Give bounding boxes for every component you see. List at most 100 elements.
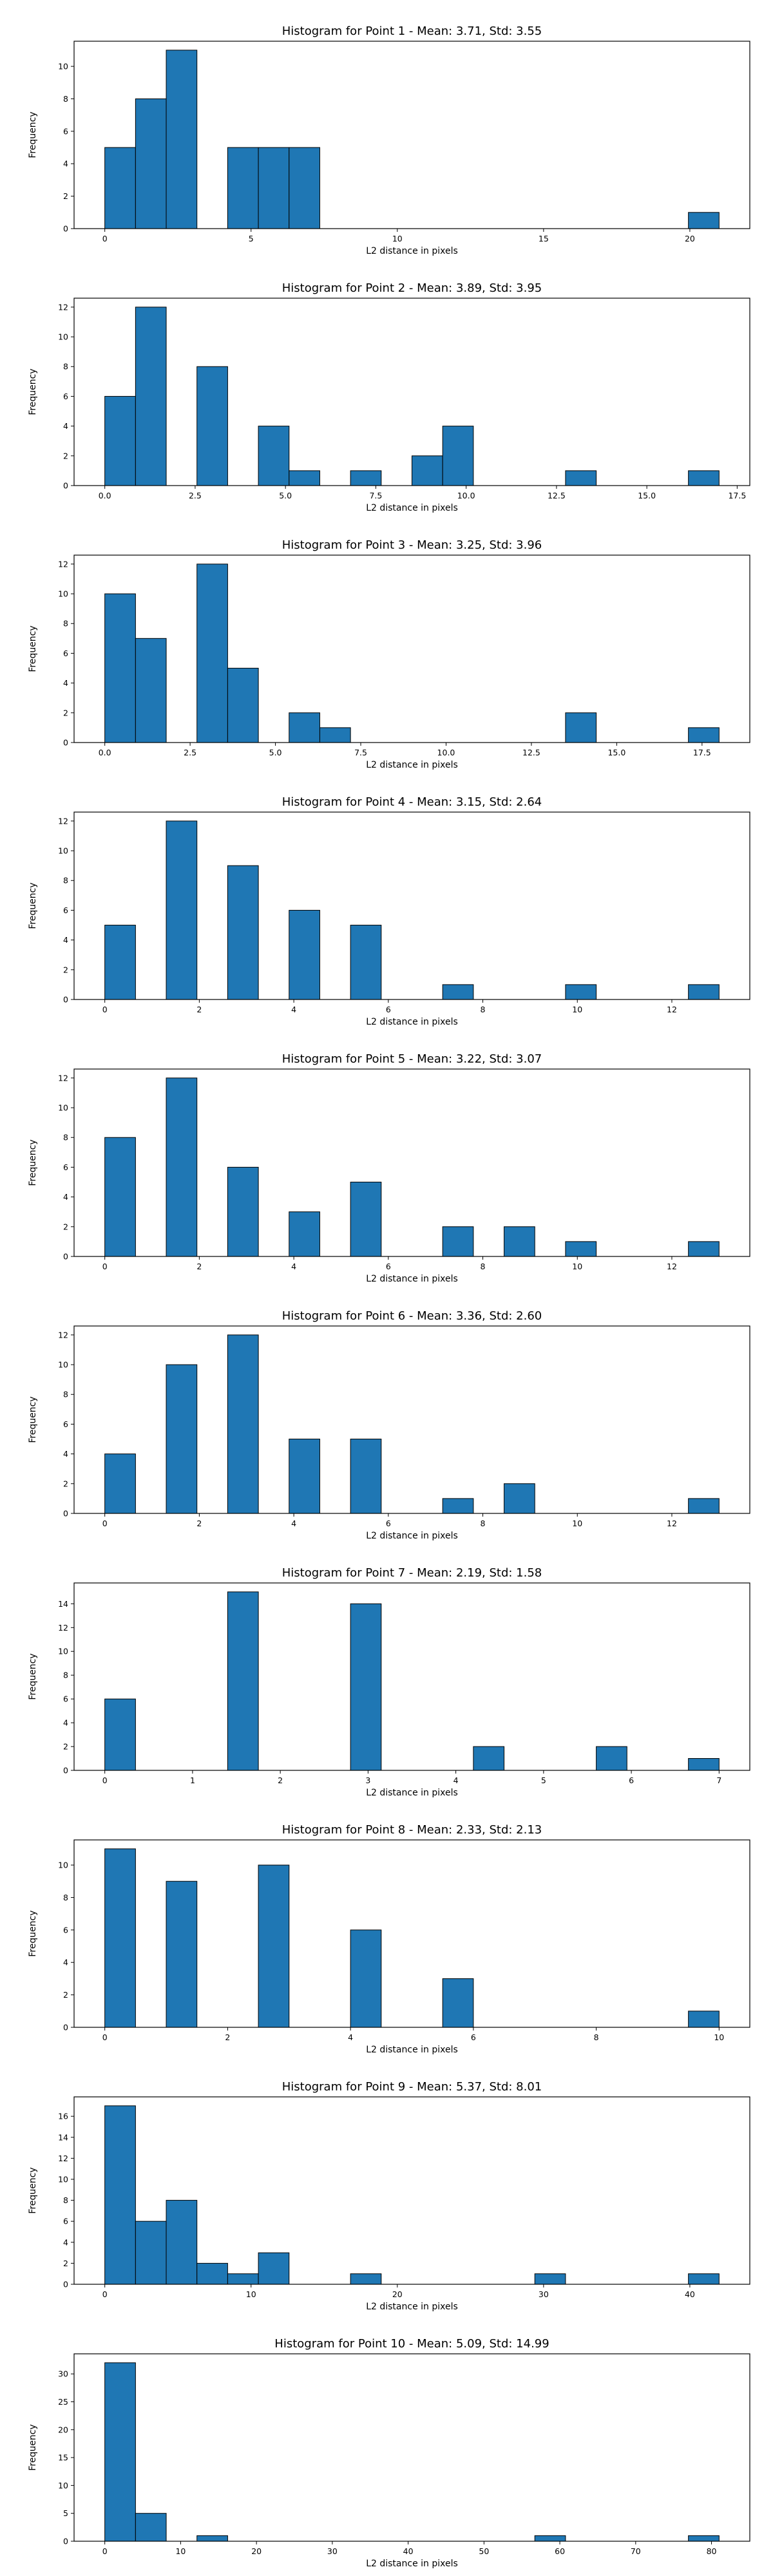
histogram-bar bbox=[350, 1603, 382, 1771]
y-tick-label: 10 bbox=[58, 2174, 68, 2184]
histogram-bar bbox=[319, 727, 351, 743]
y-tick-label: 10 bbox=[58, 332, 68, 342]
histogram-bar bbox=[289, 147, 320, 229]
x-tick-label: 6 bbox=[386, 1262, 391, 1271]
x-tick-label: 12.5 bbox=[522, 748, 540, 757]
x-tick-label: 40 bbox=[685, 2289, 695, 2299]
x-axis-label: L2 distance in pixels bbox=[366, 2302, 458, 2312]
histogram-bar bbox=[442, 1498, 474, 1514]
x-tick-label: 8 bbox=[481, 1519, 486, 1528]
y-tick-label: 2 bbox=[63, 1479, 68, 1488]
chart-title: Histogram for Point 2 - Mean: 3.89, Std:… bbox=[282, 281, 542, 295]
histogram-bar bbox=[227, 147, 259, 229]
y-tick-label: 4 bbox=[63, 421, 68, 431]
x-tick-label: 20 bbox=[685, 234, 695, 243]
x-tick-label: 10 bbox=[572, 1262, 582, 1271]
x-tick-label: 80 bbox=[707, 2546, 717, 2556]
y-tick-label: 20 bbox=[58, 2425, 68, 2434]
histogram-bar bbox=[104, 1848, 136, 2028]
histogram-panel-2: Histogram for Point 2 - Mean: 3.89, Std:… bbox=[28, 281, 750, 513]
x-tick-label: 40 bbox=[403, 2546, 414, 2556]
x-tick-label: 20 bbox=[251, 2546, 262, 2556]
x-tick-label: 20 bbox=[392, 2289, 403, 2299]
histogram-bar bbox=[104, 395, 136, 486]
y-tick-label: 8 bbox=[63, 362, 68, 372]
x-tick-label: 10 bbox=[572, 1519, 582, 1528]
histogram-bar bbox=[196, 564, 228, 743]
histogram-bar bbox=[104, 2362, 136, 2542]
x-tick-label: 5.0 bbox=[269, 748, 282, 757]
histogram-bar bbox=[289, 470, 320, 486]
x-tick-label: 6 bbox=[386, 1005, 391, 1014]
histogram-bar bbox=[196, 2262, 228, 2285]
histogram-bar bbox=[166, 1880, 198, 2028]
x-tick-label: 7.5 bbox=[354, 748, 367, 757]
x-axis-label: L2 distance in pixels bbox=[366, 2045, 458, 2055]
x-tick-label: 2 bbox=[196, 1262, 202, 1271]
histogram-bar bbox=[688, 2011, 720, 2028]
y-tick-label: 10 bbox=[58, 1103, 68, 1113]
histogram-bar bbox=[350, 2273, 382, 2285]
y-tick-label: 2 bbox=[63, 1742, 68, 1752]
histogram-bar bbox=[534, 2273, 566, 2285]
x-tick-label: 10 bbox=[714, 2032, 724, 2042]
x-axis-label: L2 distance in pixels bbox=[366, 1017, 458, 1027]
chart-title: Histogram for Point 5 - Mean: 3.22, Std:… bbox=[282, 1052, 542, 1066]
y-tick-label: 12 bbox=[58, 302, 68, 312]
y-tick-label: 10 bbox=[58, 1647, 68, 1656]
y-tick-label: 5 bbox=[63, 2508, 68, 2518]
y-tick-label: 12 bbox=[58, 1073, 68, 1083]
histogram-bar bbox=[565, 470, 597, 486]
x-tick-label: 0 bbox=[102, 234, 108, 243]
y-tick-label: 2 bbox=[63, 451, 68, 460]
histogram-bar bbox=[166, 2200, 198, 2285]
histogram-bar bbox=[227, 1166, 259, 1257]
histogram-bar bbox=[166, 1077, 198, 1257]
histogram-panel-8: Histogram for Point 8 - Mean: 2.33, Std:… bbox=[28, 1823, 750, 2055]
histogram-bar bbox=[442, 1226, 474, 1257]
y-tick-label: 4 bbox=[63, 1718, 68, 1728]
y-tick-label: 12 bbox=[58, 1330, 68, 1340]
x-tick-label: 0 bbox=[102, 2546, 108, 2556]
x-tick-label: 7 bbox=[716, 1776, 721, 1785]
x-tick-label: 7.5 bbox=[369, 491, 382, 500]
x-tick-label: 2 bbox=[196, 1519, 202, 1528]
x-tick-label: 1 bbox=[190, 1776, 195, 1785]
x-tick-label: 70 bbox=[631, 2546, 641, 2556]
y-tick-label: 0 bbox=[63, 224, 68, 234]
histogram-bar bbox=[442, 984, 474, 1000]
y-tick-label: 8 bbox=[63, 1671, 68, 1680]
axes-frame bbox=[73, 1839, 750, 2028]
histogram-bar bbox=[227, 865, 259, 1000]
y-tick-label: 10 bbox=[58, 1861, 68, 1870]
histogram-bar bbox=[534, 2535, 566, 2542]
histogram-bar bbox=[196, 366, 228, 486]
chart-title: Histogram for Point 1 - Mean: 3.71, Std:… bbox=[282, 24, 542, 38]
histogram-panel-7: Histogram for Point 7 - Mean: 2.19, Std:… bbox=[28, 1566, 750, 1798]
y-axis-label: Frequency bbox=[28, 1910, 38, 1956]
y-tick-label: 0 bbox=[63, 481, 68, 491]
x-axis-label: L2 distance in pixels bbox=[366, 760, 458, 770]
histogram-panel-3: Histogram for Point 3 - Mean: 3.25, Std:… bbox=[28, 538, 750, 770]
histogram-bar bbox=[104, 2105, 136, 2285]
y-tick-label: 8 bbox=[63, 94, 68, 104]
histogram-panel-1: Histogram for Point 1 - Mean: 3.71, Std:… bbox=[28, 24, 750, 256]
y-tick-label: 12 bbox=[58, 816, 68, 826]
x-tick-label: 8 bbox=[481, 1262, 486, 1271]
histogram-bar bbox=[688, 1498, 720, 1514]
y-tick-label: 8 bbox=[63, 1390, 68, 1399]
histogram-panel-4: Histogram for Point 4 - Mean: 3.15, Std:… bbox=[28, 795, 750, 1027]
histogram-bar bbox=[166, 1364, 198, 1514]
y-tick-label: 0 bbox=[63, 738, 68, 748]
histogram-bar bbox=[104, 147, 136, 229]
histogram-bar bbox=[350, 1182, 382, 1257]
x-tick-label: 6 bbox=[629, 1776, 634, 1785]
x-tick-label: 0.0 bbox=[99, 748, 111, 757]
x-tick-label: 2 bbox=[196, 1005, 202, 1014]
histogram-bar bbox=[166, 50, 198, 229]
histogram-bar bbox=[135, 2513, 167, 2542]
y-tick-label: 6 bbox=[63, 1694, 68, 1704]
y-tick-label: 2 bbox=[63, 1990, 68, 2000]
x-tick-label: 2 bbox=[225, 2032, 230, 2042]
histogram-bar bbox=[227, 1591, 259, 1771]
